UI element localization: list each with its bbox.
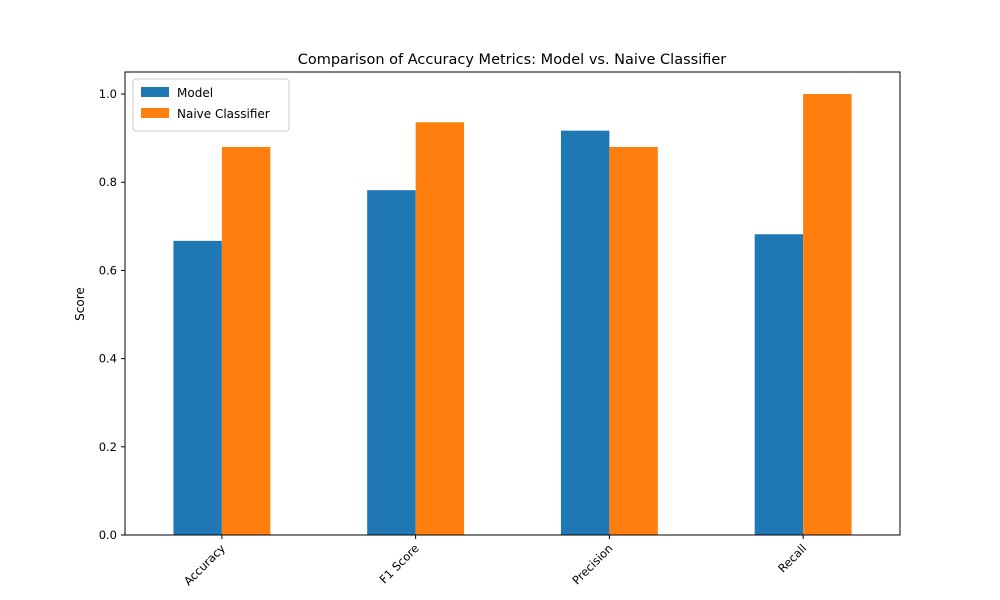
- bar-naive-classifier-accuracy: [221, 146, 271, 535]
- x-tick-label: F1 Score: [377, 541, 422, 586]
- bar-model-accuracy: [173, 240, 222, 535]
- y-tick-label: 0.2: [99, 440, 117, 454]
- y-axis-label: Score: [73, 287, 87, 321]
- legend-swatch: [141, 108, 169, 118]
- legend-swatch: [141, 87, 169, 97]
- y-tick-label: 0.6: [99, 263, 117, 277]
- legend-label: Model: [177, 86, 213, 100]
- bar-naive-classifier-precision: [609, 146, 658, 535]
- bar-naive-classifier-f1-score: [415, 122, 465, 536]
- x-tick-label: Precision: [569, 541, 615, 587]
- legend-label: Naive Classifier: [177, 107, 270, 121]
- bar-model-precision: [560, 130, 610, 535]
- plot-frame: [124, 71, 901, 536]
- bar-model-f1-score: [367, 190, 416, 535]
- x-axis-ticks: Accuracy F1 Score Precision Recall: [181, 535, 809, 588]
- legend-box: [132, 78, 290, 132]
- chart-title: Comparison of Accuracy Metrics: Model vs…: [298, 52, 727, 68]
- legend: Model Naive Classifier: [132, 78, 290, 132]
- y-tick-label: 0.4: [99, 352, 117, 366]
- y-tick-label: 0.0: [99, 528, 117, 542]
- bars-group: [173, 94, 852, 536]
- bar-model-recall: [754, 234, 804, 535]
- y-axis-ticks: 0.0 0.2 0.4 0.6 0.8 1.0: [99, 87, 125, 542]
- x-tick-label: Accuracy: [181, 541, 228, 588]
- y-tick-label: 0.8: [99, 175, 117, 189]
- bar-naive-classifier-recall: [803, 94, 852, 536]
- y-tick-label: 1.0: [99, 87, 117, 101]
- x-tick-label: Recall: [775, 541, 809, 575]
